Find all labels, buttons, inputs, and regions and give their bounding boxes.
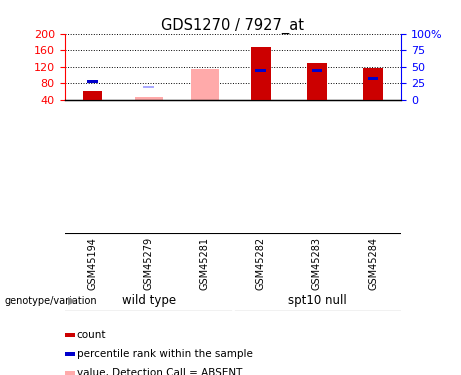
Text: count: count bbox=[77, 330, 106, 340]
Bar bbox=[65, 333, 75, 337]
Bar bbox=[83, 91, 102, 100]
Bar bbox=[307, 63, 327, 100]
Bar bbox=[255, 69, 266, 72]
Text: GSM45283: GSM45283 bbox=[312, 237, 322, 290]
Bar bbox=[367, 77, 378, 80]
Bar bbox=[65, 352, 75, 356]
Title: GDS1270 / 7927_at: GDS1270 / 7927_at bbox=[161, 18, 304, 34]
Bar bbox=[363, 68, 383, 100]
Text: GSM45194: GSM45194 bbox=[88, 237, 98, 290]
Text: GSM45279: GSM45279 bbox=[144, 237, 154, 290]
Text: GSM45284: GSM45284 bbox=[368, 237, 378, 290]
Text: ▶: ▶ bbox=[68, 296, 77, 306]
Text: GSM45282: GSM45282 bbox=[256, 237, 266, 290]
Text: GSM45281: GSM45281 bbox=[200, 237, 210, 290]
Text: percentile rank within the sample: percentile rank within the sample bbox=[77, 349, 253, 359]
Text: genotype/variation: genotype/variation bbox=[5, 296, 97, 306]
Bar bbox=[312, 69, 322, 72]
Text: value, Detection Call = ABSENT: value, Detection Call = ABSENT bbox=[77, 368, 242, 375]
Bar bbox=[87, 80, 98, 83]
Bar bbox=[191, 69, 219, 100]
Bar bbox=[251, 47, 271, 100]
Bar bbox=[143, 86, 154, 88]
Bar bbox=[65, 371, 75, 375]
Text: wild type: wild type bbox=[122, 294, 176, 307]
Text: spt10 null: spt10 null bbox=[288, 294, 346, 307]
Bar bbox=[135, 97, 163, 100]
